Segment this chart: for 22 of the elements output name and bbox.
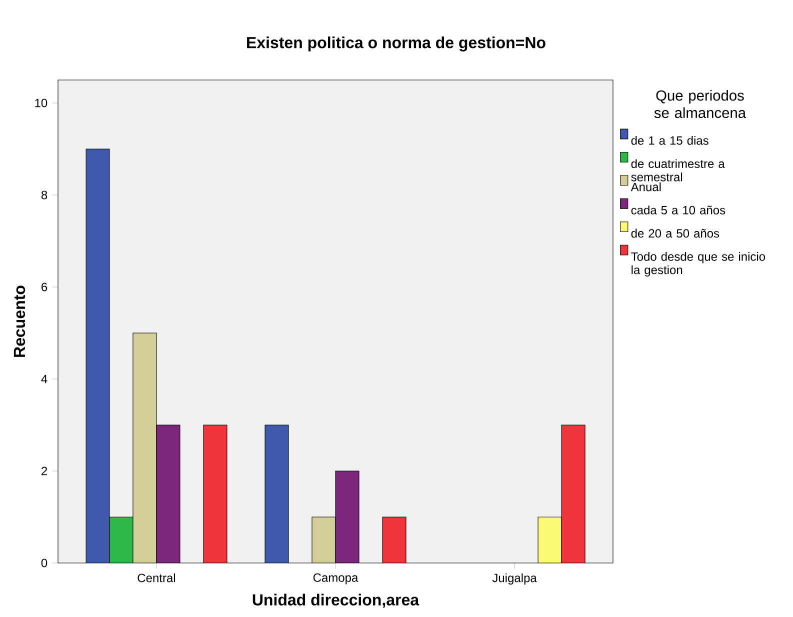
y-tick-label: 6 — [42, 282, 48, 292]
y-axis-title: Recuento — [14, 286, 26, 357]
y-tick-label: 10 — [35, 98, 48, 108]
x-tick-label: Camopa — [313, 573, 358, 584]
chart-title: Existen politica o norma de gestion=No — [247, 36, 546, 52]
legend-label: de 1 a 15 dias — [631, 136, 708, 145]
x-tick-label: Central — [138, 573, 176, 582]
legend-label: Anual — [630, 182, 661, 192]
y-tick-label: 4 — [41, 374, 48, 384]
legend-label: cada 5 a 10 años — [631, 206, 726, 214]
bar — [203, 424, 228, 563]
y-tick-label: 0 — [41, 558, 48, 568]
y-tick-label: 8 — [41, 190, 48, 200]
legend-title: Que periodos se almancena — [654, 90, 746, 118]
legend-label: Todo desde que se inicio la gestion — [631, 252, 766, 277]
legend-label: de cuatrimestre a semestral — [631, 159, 725, 182]
bar — [561, 424, 586, 563]
y-tick-label: 2 — [42, 466, 47, 476]
x-tick-label: Juigalpa — [492, 573, 537, 585]
x-axis-title: Unidad direccion,area — [252, 594, 420, 608]
legend-label: de 20 a 50 años — [631, 228, 720, 238]
bar — [382, 516, 406, 563]
